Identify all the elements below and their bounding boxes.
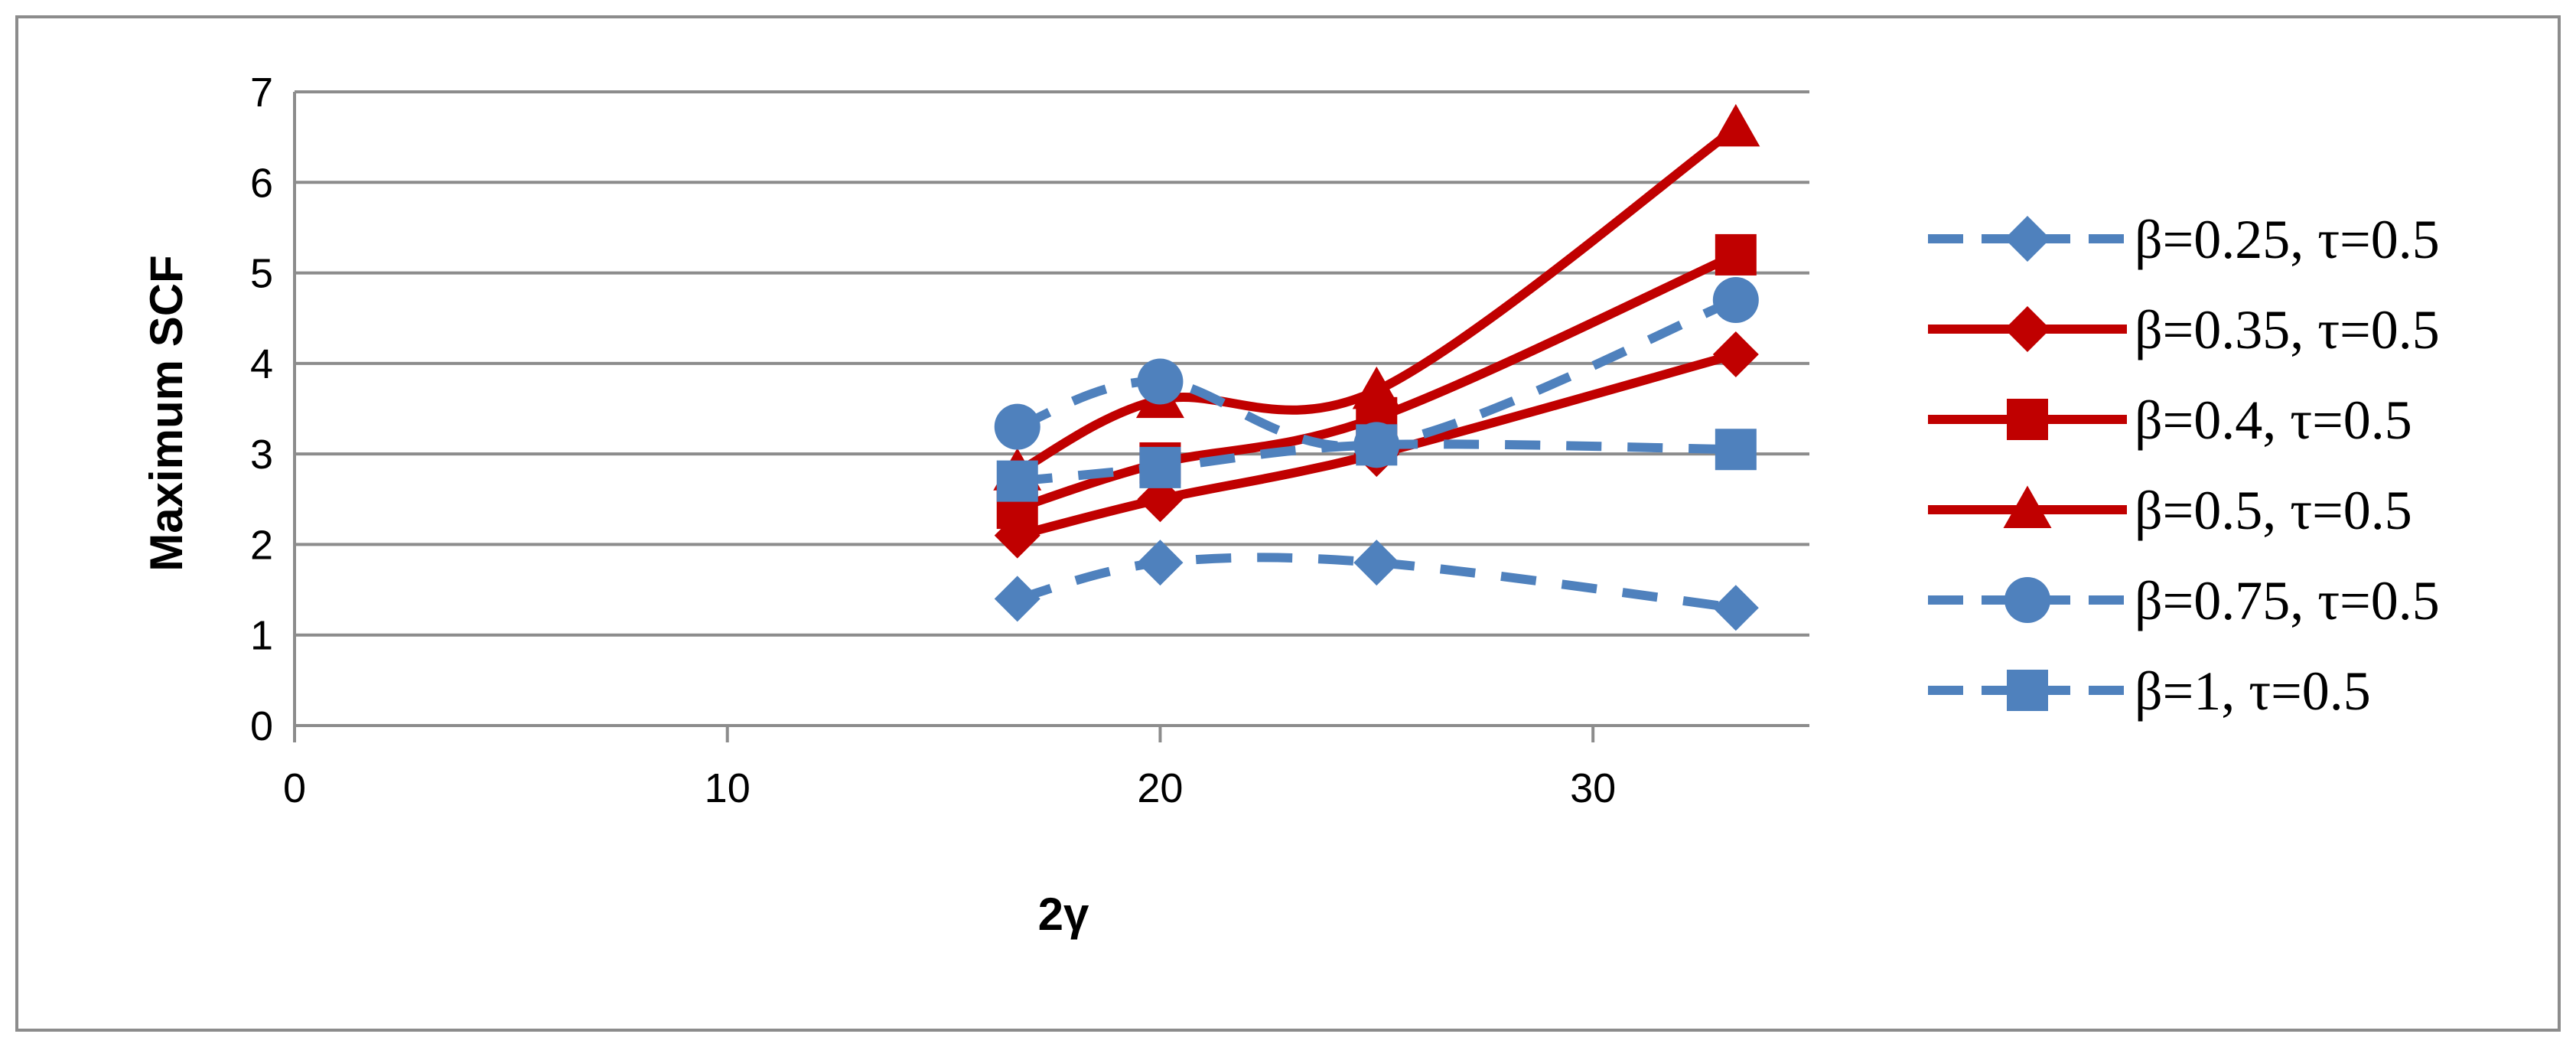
y-tick-label: 0 <box>250 703 273 749</box>
x-axis-title: 2γ <box>1038 889 1089 940</box>
data-point <box>1715 429 1757 471</box>
x-tick-label: 10 <box>705 765 751 811</box>
legend-marker <box>2004 577 2050 623</box>
legend-marker <box>2004 306 2050 352</box>
data-point <box>1715 233 1757 276</box>
y-tick-label: 6 <box>250 160 273 206</box>
legend-label: β=0.35, τ=0.5 <box>2135 299 2440 360</box>
data-point <box>1712 277 1759 324</box>
legend-marker <box>2007 399 2048 440</box>
data-point <box>994 403 1040 450</box>
data-point <box>996 460 1038 502</box>
x-tick-label: 30 <box>1570 765 1616 811</box>
legend-entry: β=0.75, τ=0.5 <box>1928 570 2440 631</box>
legend-entry: β=1, τ=0.5 <box>1928 660 2371 722</box>
data-point <box>1353 540 1400 586</box>
series-line <box>1017 439 1736 486</box>
legend-marker <box>2003 485 2052 528</box>
legend: β=0.25, τ=0.5 β=0.35, τ=0.5 β=0.4, τ=0.5 β=… <box>1928 209 2440 722</box>
legend-entry: β=0.35, τ=0.5 <box>1928 299 2440 360</box>
data-point <box>994 576 1040 622</box>
legend-entry: β=0.25, τ=0.5 <box>1928 209 2440 270</box>
series-line <box>1015 295 1738 452</box>
y-tick-label: 3 <box>250 432 273 478</box>
series-6 <box>996 424 1757 502</box>
y-tick-label: 5 <box>250 251 273 297</box>
data-point <box>1356 424 1398 466</box>
series-line <box>1012 350 1741 540</box>
legend-label: β=0.25, τ=0.5 <box>2135 209 2440 270</box>
legend-label: β=0.4, τ=0.5 <box>2135 390 2412 451</box>
legend-marker <box>2004 216 2050 262</box>
data-point <box>1711 103 1760 147</box>
y-tick-label: 2 <box>250 522 273 568</box>
series-line <box>1016 553 1737 613</box>
series-line <box>1012 123 1741 477</box>
y-tick-label: 1 <box>250 613 273 659</box>
legend-label: β=0.75, τ=0.5 <box>2135 570 2440 631</box>
tick-labels: 0 1 2 3 4 5 6 7 0 10 20 30 <box>250 70 1616 811</box>
data-point <box>1137 540 1184 586</box>
data-point <box>1712 331 1759 378</box>
chart-frame <box>15 15 2561 1032</box>
y-tick-label: 7 <box>250 70 273 116</box>
y-axis-title: Maximum SCF <box>141 255 192 571</box>
data-point <box>1352 366 1401 409</box>
data-point <box>1139 446 1181 488</box>
legend-entry: β=0.5, τ=0.5 <box>1928 480 2412 541</box>
plot-area <box>993 103 1760 631</box>
data-point <box>1712 585 1759 631</box>
legend-label: β=1, τ=0.5 <box>2135 660 2371 722</box>
data-point <box>1137 358 1184 405</box>
x-tick-label: 20 <box>1137 765 1183 811</box>
legend-label: β=0.5, τ=0.5 <box>2135 480 2412 541</box>
y-tick-label: 4 <box>250 341 273 387</box>
series-1 <box>994 540 1759 631</box>
legend-entry: β=0.4, τ=0.5 <box>1928 390 2412 451</box>
legend-marker <box>2007 670 2048 711</box>
gridlines <box>293 90 1809 742</box>
x-tick-label: 0 <box>283 765 306 811</box>
